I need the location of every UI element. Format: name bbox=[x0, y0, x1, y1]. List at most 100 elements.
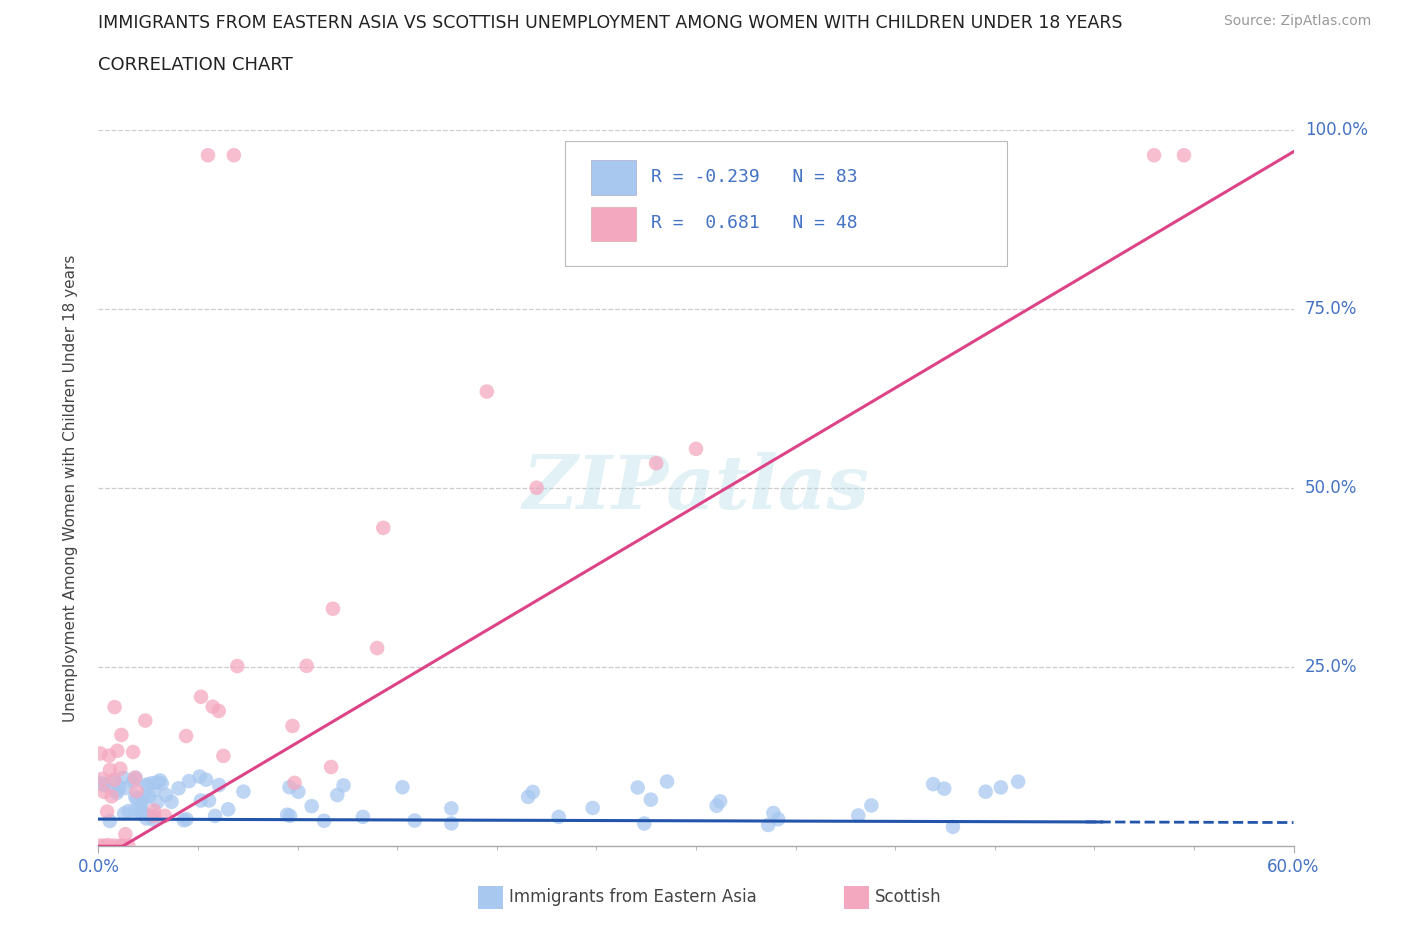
Point bbox=[143, 803, 166, 817]
Point bbox=[281, 719, 304, 734]
Point bbox=[93, 777, 115, 792]
Point bbox=[204, 808, 226, 823]
Point bbox=[195, 772, 218, 787]
Point bbox=[110, 762, 132, 777]
Point bbox=[124, 770, 146, 785]
Point bbox=[582, 801, 605, 816]
Point bbox=[107, 743, 129, 758]
Point bbox=[1173, 148, 1195, 163]
Point bbox=[322, 601, 344, 616]
Point bbox=[547, 809, 569, 824]
Point bbox=[706, 798, 728, 813]
Point bbox=[440, 801, 463, 816]
Bar bbox=[591, 206, 636, 241]
Point bbox=[762, 805, 785, 820]
Point bbox=[107, 783, 129, 798]
Point bbox=[89, 838, 111, 853]
Point bbox=[89, 746, 111, 761]
Point bbox=[114, 780, 136, 795]
Point bbox=[366, 641, 388, 656]
Point bbox=[645, 456, 668, 471]
Point bbox=[142, 812, 165, 827]
Point bbox=[114, 827, 136, 842]
Point bbox=[135, 777, 157, 792]
Text: Scottish: Scottish bbox=[875, 888, 941, 907]
Point bbox=[475, 384, 498, 399]
Point bbox=[160, 794, 183, 809]
Point bbox=[122, 774, 145, 789]
Text: 50.0%: 50.0% bbox=[1305, 479, 1357, 498]
Point bbox=[217, 802, 239, 817]
Point bbox=[633, 816, 655, 830]
Point bbox=[112, 770, 135, 785]
Point bbox=[1007, 774, 1029, 789]
Point bbox=[295, 658, 318, 673]
Point bbox=[846, 808, 869, 823]
Point bbox=[301, 799, 323, 814]
Point bbox=[96, 804, 118, 819]
Bar bbox=[591, 160, 636, 194]
Point bbox=[103, 699, 125, 714]
Point bbox=[146, 775, 169, 790]
Point bbox=[321, 760, 343, 775]
Point bbox=[208, 777, 231, 792]
Point bbox=[103, 773, 125, 788]
Point bbox=[709, 794, 731, 809]
Point bbox=[146, 794, 169, 809]
Point bbox=[188, 769, 211, 784]
Text: Source: ZipAtlas.com: Source: ZipAtlas.com bbox=[1223, 14, 1371, 28]
Point bbox=[132, 793, 155, 808]
Point bbox=[135, 811, 157, 826]
Point bbox=[89, 776, 111, 790]
Point bbox=[860, 798, 883, 813]
Point bbox=[404, 813, 426, 828]
Point bbox=[131, 805, 153, 820]
Point bbox=[125, 784, 148, 799]
Point bbox=[98, 763, 121, 777]
Point bbox=[103, 773, 125, 788]
Point bbox=[91, 772, 114, 787]
Point bbox=[212, 749, 235, 764]
Point bbox=[222, 148, 245, 163]
Point bbox=[373, 521, 395, 536]
Text: CORRELATION CHART: CORRELATION CHART bbox=[98, 56, 294, 73]
Point bbox=[111, 838, 134, 853]
Point bbox=[138, 789, 160, 804]
Point bbox=[526, 480, 548, 495]
Point bbox=[124, 770, 146, 785]
Point bbox=[640, 792, 662, 807]
Point bbox=[756, 817, 779, 832]
Point bbox=[125, 792, 148, 807]
Point bbox=[149, 773, 172, 788]
Point bbox=[287, 784, 309, 799]
Point bbox=[136, 777, 159, 792]
Point bbox=[226, 658, 249, 673]
Point bbox=[232, 784, 254, 799]
Point bbox=[134, 790, 156, 804]
Point bbox=[142, 783, 165, 798]
Text: IMMIGRANTS FROM EASTERN ASIA VS SCOTTISH UNEMPLOYMENT AMONG WOMEN WITH CHILDREN : IMMIGRANTS FROM EASTERN ASIA VS SCOTTISH… bbox=[98, 14, 1123, 32]
Point bbox=[124, 790, 146, 804]
Point bbox=[93, 784, 115, 799]
Point bbox=[312, 814, 335, 829]
Point bbox=[198, 793, 221, 808]
Point bbox=[174, 728, 197, 743]
Point bbox=[934, 781, 956, 796]
Point bbox=[278, 779, 301, 794]
Point bbox=[129, 806, 152, 821]
Point bbox=[103, 838, 125, 853]
Point bbox=[112, 806, 135, 821]
Point bbox=[332, 778, 354, 793]
Point bbox=[98, 748, 121, 763]
Point bbox=[100, 789, 122, 804]
Point bbox=[190, 689, 212, 704]
Point bbox=[93, 777, 115, 791]
Point bbox=[124, 804, 146, 818]
Point bbox=[177, 774, 200, 789]
Point bbox=[98, 814, 121, 829]
Point bbox=[117, 804, 139, 818]
Point bbox=[517, 790, 540, 804]
Point bbox=[942, 819, 965, 834]
Point bbox=[153, 808, 176, 823]
Point bbox=[522, 785, 544, 800]
